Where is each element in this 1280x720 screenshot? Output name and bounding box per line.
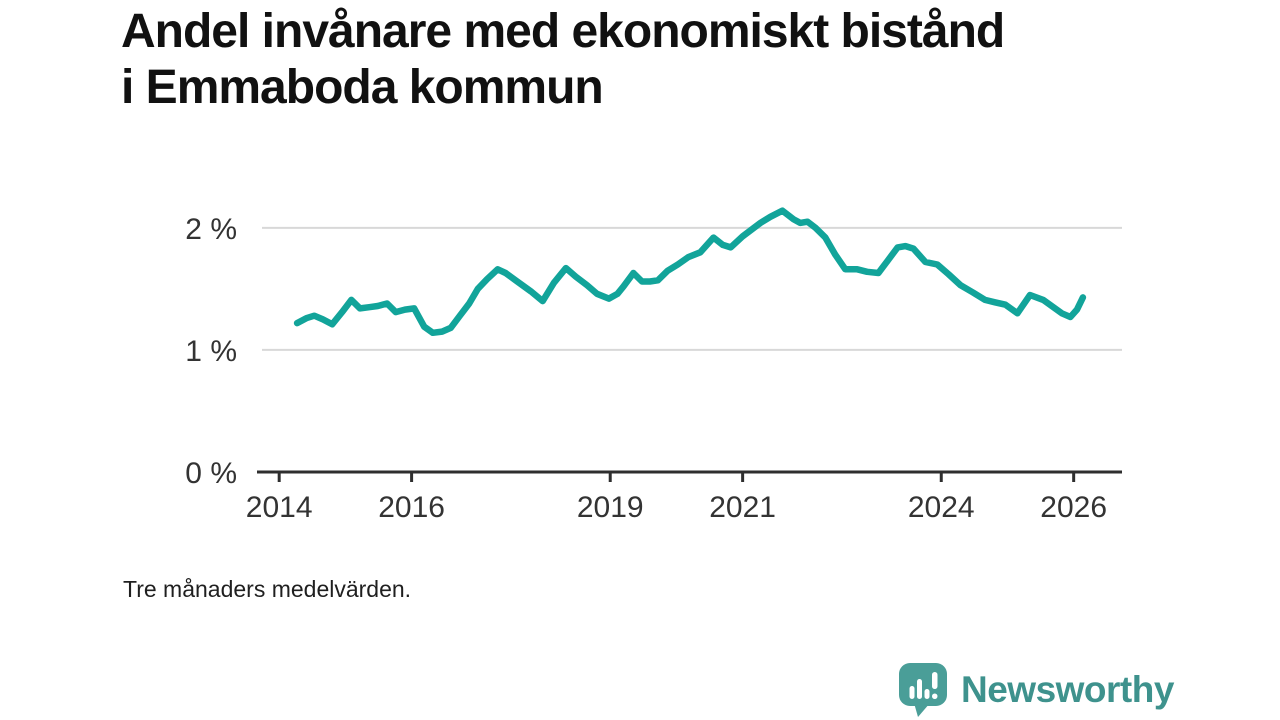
y-tick-label: 0 % xyxy=(185,457,237,490)
data-series xyxy=(293,207,1087,337)
x-tick-label: 2019 xyxy=(577,491,644,524)
y-tick-label: 2 % xyxy=(185,213,237,246)
x-axis-labels: 2014 2016 2019 2021 2024 2026 xyxy=(246,491,1107,524)
series-line xyxy=(293,207,1087,337)
x-tick-label: 2026 xyxy=(1040,491,1107,524)
x-tick-label: 2016 xyxy=(378,491,445,524)
x-tick-label: 2021 xyxy=(709,491,776,524)
gridlines xyxy=(262,226,1122,351)
x-axis xyxy=(257,470,1122,482)
speech-bubble-bar-chart-icon xyxy=(899,663,947,717)
y-axis-labels: 0 % 1 % 2 % xyxy=(185,213,237,490)
chart-title: Andel invånare med ekonomiskt bistånd i … xyxy=(121,5,1005,114)
x-tick-label: 2024 xyxy=(908,491,975,524)
brand-name: Newsworthy xyxy=(961,669,1174,710)
y-tick-label: 1 % xyxy=(185,335,237,368)
chart-footnote: Tre månaders medelvärden. xyxy=(123,576,412,602)
x-tick-label: 2014 xyxy=(246,491,313,524)
newsworthy-logo: Newsworthy xyxy=(898,662,1174,718)
